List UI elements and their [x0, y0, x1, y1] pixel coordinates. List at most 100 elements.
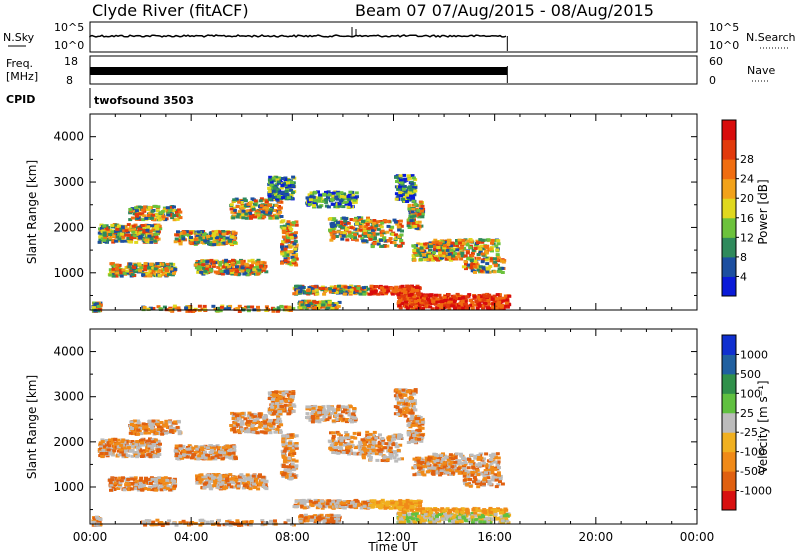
power-panel-echo-cell	[134, 240, 139, 244]
velocity-panel-echo-cell	[110, 478, 115, 482]
power-panel-echo-cell	[379, 291, 384, 295]
power-panel-echo-cell	[469, 303, 474, 307]
power-panel-echo-cell	[202, 259, 207, 263]
velocity-panel-echo-cell	[289, 406, 293, 410]
velocity-panel-echo-cell	[130, 427, 134, 430]
power-panel-echo-cell	[401, 187, 406, 191]
velocity-panel-echo-cell	[148, 486, 152, 490]
power-panel-echo-cell	[419, 300, 424, 304]
power-panel-echo-cell	[379, 225, 384, 229]
power-panel-echo-cell	[149, 240, 154, 244]
power-panel-echo-cell	[291, 253, 296, 256]
power-panel-echo-cell	[111, 234, 116, 238]
velocity-panel-echo-cell	[119, 443, 124, 447]
power-panel-echo-cell	[97, 307, 102, 311]
power-panel-echo-cell	[287, 305, 292, 309]
velocity-panel-echo-cell	[252, 418, 257, 422]
power-panel-echo-cell	[322, 192, 327, 196]
power-panel-echo-cell	[184, 230, 189, 234]
velocity-panel-echo-cell	[275, 405, 280, 408]
velocity-panel-echo-cell	[145, 439, 150, 443]
power-panel-echo-cell	[344, 202, 349, 206]
velocity-panel-echo-cell	[106, 446, 111, 450]
power-panel-echo-cell	[498, 270, 503, 274]
power-panel-echo-cell	[471, 248, 476, 252]
power-panel-echo-cell	[382, 289, 387, 293]
power-panel-echo-cell	[407, 190, 412, 194]
velocity-panel-echo-cell	[159, 484, 164, 488]
velocity-panel-echo-cell	[142, 427, 147, 431]
power-panel-echo-cell	[285, 256, 290, 260]
power-panel-echo-cell	[131, 230, 136, 234]
power-panel-echo-cell	[341, 216, 346, 220]
velocity-panel-echo-cell	[185, 455, 190, 459]
power-panel-echo-cell	[294, 254, 298, 258]
power-panel-echo-cell	[489, 259, 494, 263]
power-panel-echo-cell	[144, 216, 149, 220]
power-panel-echo-cell	[114, 239, 119, 243]
velocity-panel-echo-cell	[105, 450, 110, 454]
power-panel-echo-cell	[455, 239, 459, 242]
power-panel-echo-cell	[182, 231, 187, 235]
velocity-panel-echo-cell	[119, 479, 124, 483]
velocity-panel-echo-cell	[248, 487, 253, 491]
velocity-panel-echo-cell	[242, 484, 247, 488]
power-panel-echo-cell	[157, 273, 162, 277]
power-panel-echo-cell	[460, 251, 465, 255]
power-panel-echo-cell	[131, 207, 135, 211]
power-panel-echo-cell	[121, 268, 126, 272]
velocity-panel-echo-cell	[268, 424, 273, 428]
velocity-panel-echo-cell	[168, 426, 173, 430]
velocity-panel-echo-cell	[271, 399, 276, 403]
velocity-panel-echo-cell	[288, 451, 293, 455]
velocity-panel-echo-cell	[173, 449, 178, 453]
power-panel-echo-cell	[233, 272, 238, 276]
velocity-panel-echo-cell	[173, 484, 177, 488]
velocity-panel-echo-cell	[116, 438, 121, 442]
power-panel-echo-cell	[207, 267, 212, 271]
velocity-panel-echo-cell	[140, 452, 145, 456]
power-panel-echo-cell	[347, 234, 352, 238]
velocity-panel-echo-cell	[255, 417, 260, 421]
power-panel-echo-cell	[203, 269, 208, 273]
power-panel-echo-cell	[151, 213, 156, 217]
power-panel-echo-cell	[200, 241, 205, 244]
power-panel-echo-cell	[426, 258, 431, 262]
velocity-panel-echo-cell	[291, 403, 296, 407]
power-panel-echo-cell	[482, 301, 487, 305]
power-panel-echo-cell	[480, 304, 485, 308]
power-panel-echo-cell	[429, 244, 433, 248]
velocity-panel-echo-cell	[175, 425, 180, 429]
power-panel-echo-cell	[372, 221, 377, 225]
power-panel-echo-cell	[256, 260, 261, 264]
velocity-panel-echo-cell	[126, 446, 131, 450]
velocity-panel-echo-cell	[209, 448, 214, 452]
power-panel-echo-cell	[104, 226, 109, 230]
power-panel-echo-cell	[285, 239, 290, 243]
power-panel-echo-cell	[110, 230, 115, 234]
power-panel-echo-cell	[284, 190, 289, 193]
power-panel-echo-cell	[155, 212, 159, 216]
power-panel-echo-cell	[311, 195, 316, 199]
power-panel-echo-cell	[272, 186, 277, 190]
power-panel-echo-cell	[174, 237, 179, 241]
power-panel-echo-cell	[218, 309, 223, 313]
velocity-panel-echo-cell	[213, 457, 218, 461]
power-panel-echo-cell	[467, 293, 472, 297]
power-panel-echo-cell	[108, 268, 113, 272]
velocity-panel-echo-cell	[154, 432, 159, 435]
power-panel-echo-cell	[381, 238, 386, 242]
power-panel-echo-cell	[146, 214, 151, 217]
power-panel-echo-cell	[249, 270, 254, 274]
power-panel-echo-cell	[417, 247, 422, 251]
velocity-panel-echo-cell	[203, 475, 208, 479]
velocity-panel-echo-cell	[267, 408, 272, 412]
velocity-panel-echo-cell	[142, 443, 147, 447]
power-panel-echo-cell	[395, 222, 400, 226]
power-panel-echo-cell	[294, 220, 299, 224]
power-panel-echo-cell	[264, 305, 269, 309]
velocity-panel-echo-cell	[199, 473, 204, 477]
velocity-panel-echo-cell	[133, 481, 137, 485]
velocity-panel-echo-cell	[199, 456, 204, 460]
power-panel-echo-cell	[285, 188, 290, 192]
